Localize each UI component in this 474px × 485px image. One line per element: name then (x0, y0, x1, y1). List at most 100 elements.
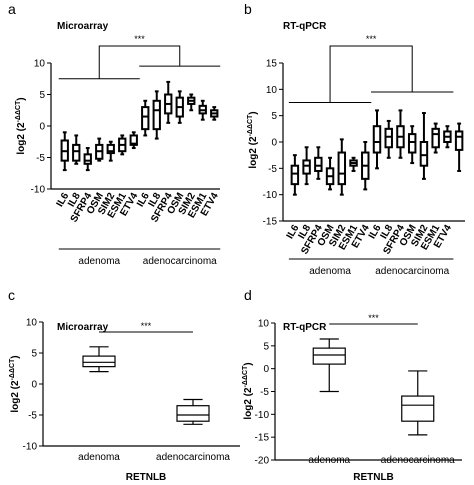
panel-c: c Microarray 10 5 0 -5 -10 log2 (2-ΔΔCT) adenoma… (8, 287, 240, 483)
box (312, 347, 346, 365)
y-tick-label: 0 (271, 138, 277, 149)
y-tick-label: -5 (28, 411, 37, 422)
panel-letter: c (8, 287, 15, 303)
panel-d: d RT-qPCR 10 5 0 -5 -10 -15 -20 log2 (2-ΔΔCT) aden… (242, 287, 462, 483)
y-tick-label: -5 (36, 153, 45, 164)
y-tick-label: -10 (31, 185, 46, 196)
box-plot (372, 109, 382, 170)
box (401, 395, 435, 422)
box-plot (118, 134, 127, 156)
box-plot (187, 93, 196, 112)
group-label: adenocarcinoma (143, 256, 217, 267)
box-plot (106, 140, 115, 162)
y-axis-label-exponent: -ΔΔCT (15, 100, 22, 122)
box-plot (175, 90, 184, 124)
significance-label: *** (366, 34, 377, 44)
box-plot (95, 137, 104, 162)
box-plot (396, 109, 405, 159)
box (129, 134, 138, 146)
y-axis-label-main: log2 (2 (10, 380, 21, 413)
x-tick-label: adenoma (308, 455, 350, 466)
y-tick-label: -5 (268, 164, 277, 175)
box-plot (302, 146, 311, 186)
y-tick-label: 5 (263, 341, 269, 352)
box-plot (176, 398, 210, 425)
box (431, 127, 440, 149)
box-plot (314, 146, 323, 180)
box-plot (361, 141, 370, 191)
y-tick-label: -20 (255, 456, 270, 467)
y-axis-label-close: ) (243, 362, 254, 365)
significance-bracket (98, 45, 181, 79)
y-tick-label: 5 (39, 90, 45, 101)
y-tick-label: 5 (31, 349, 37, 360)
box-plot (290, 154, 300, 196)
box (83, 153, 92, 165)
box-plot (454, 122, 464, 172)
box-plot (164, 80, 173, 124)
box-plot (407, 125, 417, 165)
y-tick-label: 0 (39, 122, 45, 133)
panel-title: RT-qPCR (283, 322, 327, 333)
box-plot (443, 125, 452, 149)
y-axis-label-close: ) (16, 97, 27, 100)
group-label: adenocarcinoma (375, 266, 449, 277)
panel-title: Microarray (57, 322, 109, 333)
box-plot (129, 131, 138, 150)
box-plot (141, 99, 150, 137)
box (454, 130, 464, 151)
y-axis-label-exponent: -ΔΔCT (242, 365, 249, 387)
y-tick-label: -15 (263, 217, 278, 228)
panel-title: RT-qPCR (283, 21, 327, 32)
x-tick-label: adenocarcinoma (156, 452, 230, 463)
box-plot (431, 122, 440, 154)
group-label: adenoma (78, 256, 120, 267)
box (141, 106, 150, 131)
y-axis-label-main: log2 (2 (16, 122, 27, 155)
y-axis-label-main: log2 (2 (243, 387, 254, 420)
box-plot (72, 134, 81, 165)
box (407, 133, 417, 154)
y-tick-label: 10 (266, 85, 278, 96)
significance-label: *** (368, 313, 379, 323)
x-tick-label: adenoma (78, 452, 120, 463)
y-tick-label: 10 (258, 319, 270, 330)
y-tick-label: -10 (263, 190, 278, 201)
y-axis-label-exponent: -ΔΔCT (9, 358, 16, 380)
y-axis-label-exponent: -ΔΔCT (247, 114, 254, 136)
box (302, 159, 311, 175)
box-plot (419, 112, 429, 180)
y-axis-label: log2 (2-ΔΔCT) (242, 362, 254, 419)
box (176, 405, 210, 422)
box (314, 156, 323, 172)
box (372, 125, 382, 154)
x-tick-label: adenocarcinoma (381, 455, 455, 466)
panel-letter: a (8, 1, 16, 17)
group-label: adenoma (309, 266, 351, 277)
significance-label: *** (134, 34, 145, 44)
box (152, 99, 161, 131)
box-plot (337, 138, 347, 196)
box-plot (210, 106, 219, 121)
box-plot (83, 147, 92, 172)
box (419, 141, 429, 167)
box (290, 164, 300, 186)
y-tick-label: 15 (266, 59, 278, 70)
y-axis-label: log2 (2-ΔΔCT) (15, 97, 27, 154)
y-axis-label-main: log2 (2 (248, 136, 259, 169)
box (72, 143, 81, 162)
y-tick-label: 10 (34, 59, 46, 70)
box-plot (60, 131, 69, 172)
significance-label: *** (141, 321, 152, 331)
box (106, 143, 115, 155)
y-tick-label: -10 (23, 442, 38, 453)
x-axis-label: RETNLB (353, 472, 394, 483)
y-tick-label: 5 (271, 111, 277, 122)
y-axis-label: log2 (2-ΔΔCT) (247, 111, 259, 168)
box-plot (384, 119, 393, 159)
box-plot (312, 338, 346, 393)
box-plot (401, 370, 435, 436)
